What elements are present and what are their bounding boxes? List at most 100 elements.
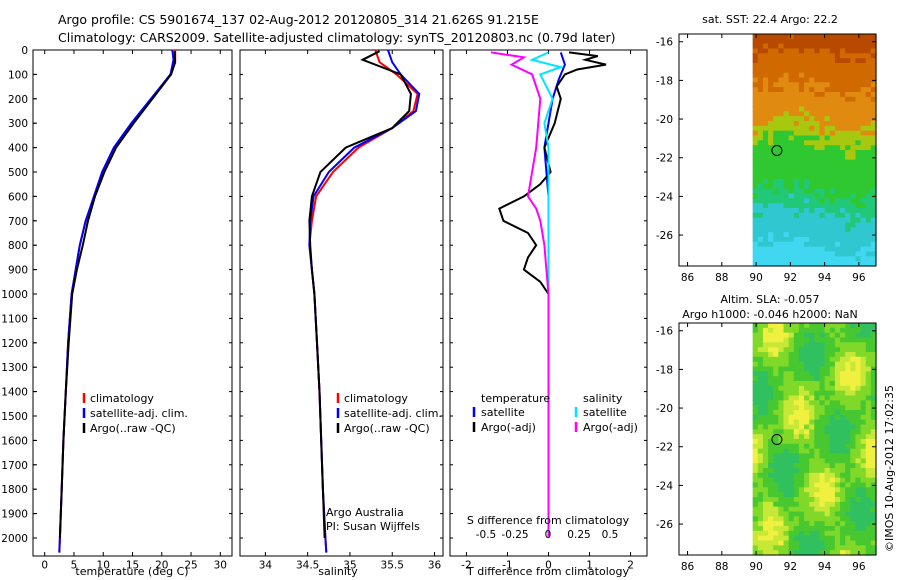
- argo-australia-label: Argo Australia: [326, 506, 404, 519]
- t-difference-xlabel: T difference from climatology: [466, 565, 629, 578]
- x-tick-label: 20: [155, 559, 168, 571]
- series-line-satellite-adj-clim-: [308, 49, 421, 553]
- series-line-argo-raw-qc-: [308, 50, 412, 539]
- salinity-axis: 34 34.5 35 35.5 36: [240, 49, 443, 571]
- x-tick-label: 0: [545, 559, 552, 571]
- sla-map-frame: [678, 322, 877, 556]
- depth-tick-label: 700: [8, 216, 28, 228]
- sst-map-axes: -16 -18 -20 -22 -24 -26 86 88 90 92 94 96: [656, 34, 876, 284]
- lat-tick-label: -20: [656, 403, 673, 415]
- lon-tick-label: 90: [749, 561, 762, 573]
- depth-tick-label: 1300: [1, 362, 28, 374]
- difference-lines: [490, 51, 607, 538]
- sst-map: sat. SST: 22.4 Argo: 22.2 -16 -18 -20 -22 -2…: [656, 13, 877, 284]
- x-tick-label: 10: [97, 559, 110, 571]
- s-tick-label: 0.5: [602, 529, 619, 541]
- series-line-argo-raw-qc-: [58, 51, 177, 539]
- lat-tick-label: -16: [656, 37, 673, 49]
- salinity-legend: climatology satellite-adj. clim. Argo(..ra…: [336, 392, 442, 435]
- lon-tick-label: 86: [681, 561, 695, 573]
- x-tick-label: 35: [343, 559, 356, 571]
- depth-tick-label: 800: [8, 240, 28, 252]
- x-tick-label: 25: [184, 559, 197, 571]
- depth-tick-label: 500: [8, 167, 28, 179]
- lon-tick-label: 92: [784, 561, 797, 573]
- title-line1: Argo profile: CS 5901674_137 02-Aug-2012…: [58, 12, 539, 27]
- lon-tick-label: 96: [852, 561, 866, 573]
- depth-tick-label: 1600: [1, 435, 28, 447]
- depth-tick-label: 1400: [1, 387, 28, 399]
- lat-tick-label: -24: [656, 191, 673, 203]
- lat-tick-label: -20: [656, 114, 673, 126]
- x-tick-label: 34: [259, 559, 273, 571]
- temperature-xlabel: temperature (deg C): [75, 565, 188, 578]
- legend-label: climatology: [344, 392, 408, 405]
- lat-tick-label: -18: [656, 75, 673, 87]
- depth-tick-label: 100: [8, 69, 28, 81]
- difference-legend: temperature salinitysatelliteArgo(-adj)sa…: [472, 392, 638, 434]
- salinity-xlabel: salinity: [318, 565, 358, 578]
- x-tick-label: 1: [586, 559, 593, 571]
- depth-tick-label: 600: [8, 191, 28, 203]
- s-difference-ticks: -0.5 -0.25 0 0.25 0.5: [476, 529, 619, 541]
- sla-map-image: [752, 323, 877, 556]
- legend-label: satellite: [481, 406, 525, 419]
- s-tick-label: -0.5: [476, 529, 497, 541]
- temperature-axis: 0 5 10 15 20 25 30: [41, 50, 227, 571]
- t-difference-axis: -2 -1 0 1 2: [450, 49, 647, 571]
- depth-tick-label: 1200: [1, 338, 28, 350]
- legend-label: Argo(-adj): [481, 421, 536, 434]
- temperature-legend: climatology satellite-adj. clim. Argo(..ra…: [82, 392, 188, 435]
- series-line-salinity-satellite: [529, 51, 565, 538]
- lat-tick-label: -22: [656, 442, 673, 454]
- lat-tick-label: -26: [656, 519, 673, 531]
- depth-tick-label: 200: [8, 94, 28, 106]
- series-line-climatology: [308, 49, 419, 553]
- sst-map-title: sat. SST: 22.4 Argo: 22.2: [702, 13, 838, 26]
- lat-tick-label: -18: [656, 364, 673, 376]
- depth-tick-label: 0: [21, 45, 28, 57]
- legend-label: climatology: [90, 392, 154, 405]
- legend-label: satellite: [583, 406, 627, 419]
- sla-map-title2: Argo h1000: -0.046 h2000: NaN: [682, 308, 858, 321]
- lon-tick-label: 94: [818, 561, 832, 573]
- lon-tick-label: 92: [784, 272, 797, 284]
- depth-tick-label: 1100: [1, 313, 28, 325]
- depth-tick-label: 1900: [1, 509, 28, 521]
- sla-map-title1: Altim. SLA: -0.057: [720, 293, 819, 306]
- lon-tick-label: 96: [852, 272, 866, 284]
- x-tick-label: 34.5: [296, 559, 319, 571]
- series-line-salinity-argo-adj-: [490, 51, 550, 538]
- x-tick-label: 30: [214, 559, 227, 571]
- lat-tick-label: -24: [656, 480, 673, 492]
- depth-tick-label: 1000: [1, 289, 28, 301]
- imos-timestamp: ©IMOS 10-Aug-2012 17:02:35: [883, 385, 896, 552]
- legend-header-temperature: temperature: [481, 392, 550, 405]
- x-tick-label: 0: [41, 559, 48, 571]
- lon-tick-label: 94: [818, 272, 832, 284]
- difference-panel: -2 -1 0 1 2 S difference from climatology -0…: [449, 49, 648, 578]
- sla-map: Altim. SLA: -0.057 Argo h1000: -0.046 h2…: [656, 293, 877, 573]
- legend-label: satellite-adj. clim.: [344, 407, 442, 420]
- legend-label: Argo(-adj): [583, 421, 638, 434]
- s-tick-label: -0.25: [501, 529, 528, 541]
- s-tick-label: 0: [545, 529, 552, 541]
- depth-tick-label: 2000: [1, 533, 28, 545]
- legend-label: Argo(..raw -QC): [344, 422, 430, 435]
- depth-axis: 0 100 200 300 400 500 600 700 800 900 1000 1100 1200…: [1, 45, 232, 545]
- depth-tick-label: 900: [8, 265, 28, 277]
- temperature-lines: [58, 49, 177, 553]
- x-tick-label: -2: [461, 559, 471, 571]
- title-line2: Climatology: CARS2009. Satellite-adjuste…: [58, 30, 615, 45]
- series-line-satellite-adj-clim-: [58, 49, 175, 553]
- sla-map-axes: -16 -18 -20 -22 -24 -26 86 88 90 92 94 96: [656, 323, 876, 573]
- legend-label: Argo(..raw -QC): [90, 422, 176, 435]
- depth-tick-label: 1500: [1, 411, 28, 423]
- pi-label: PI: Susan Wijffels: [326, 520, 420, 533]
- x-tick-label: 5: [71, 559, 78, 571]
- x-tick-label: 2: [627, 559, 634, 571]
- salinity-lines: [308, 49, 421, 553]
- lon-tick-label: 86: [681, 272, 695, 284]
- legend-label: satellite-adj. clim.: [90, 407, 188, 420]
